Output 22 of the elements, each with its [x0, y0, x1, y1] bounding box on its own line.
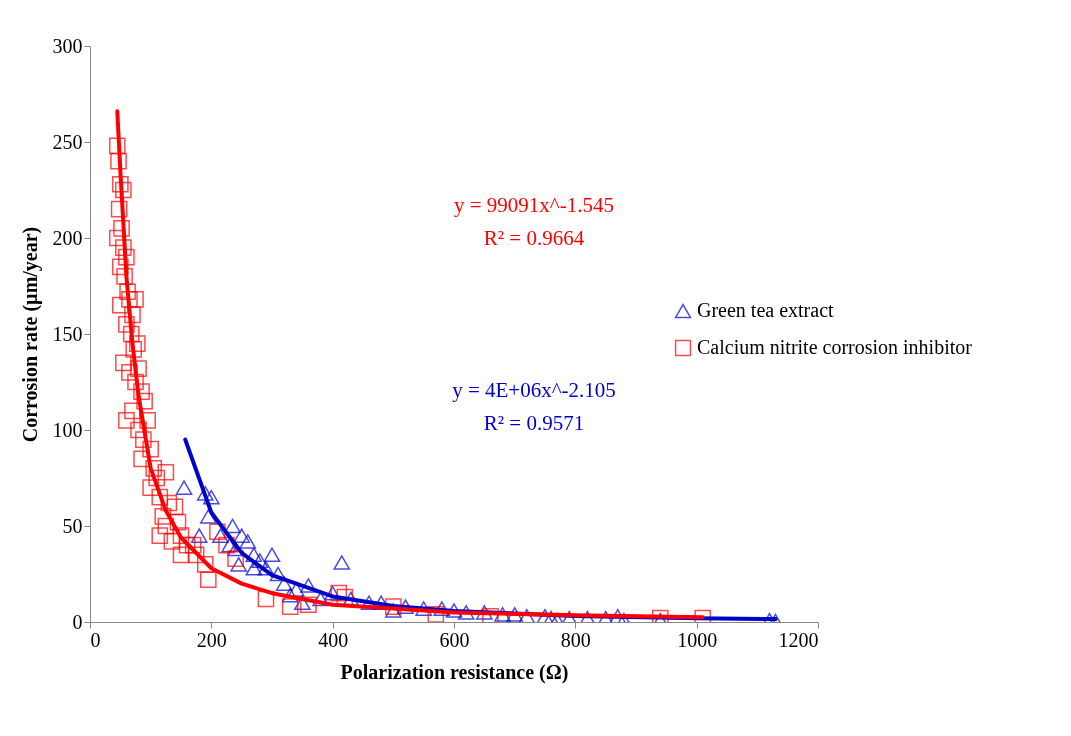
x-tick-label: 400	[318, 628, 349, 651]
x-tick-label: 800	[560, 628, 591, 651]
x-tick-label: 0	[90, 628, 101, 651]
annotation: R² = 0.9664	[483, 226, 585, 250]
x-tick-label: 600	[439, 628, 470, 651]
annotation: R² = 0.9571	[483, 411, 585, 435]
y-tick-label: 250	[52, 130, 83, 153]
y-tick-label: 150	[52, 322, 83, 345]
x-tick-label: 200	[196, 628, 227, 651]
y-tick-label: 100	[52, 418, 83, 441]
x-axis-title: Polarization resistance (Ω)	[340, 660, 569, 684]
y-tick-label: 200	[52, 226, 83, 249]
annotation: y = 99091x^-1.545	[454, 193, 614, 217]
x-tick-label: 1200	[778, 628, 819, 651]
legend-label: Green tea extract	[697, 299, 835, 321]
annotation: y = 4E+06x^-2.105	[452, 378, 616, 402]
x-tick-label: 1000	[677, 628, 718, 651]
y-axis-title: Corrosion rate (µm/year)	[18, 226, 42, 443]
y-tick-label: 0	[72, 610, 83, 633]
legend-label: Calcium nitrite corrosion inhibitor	[697, 336, 973, 358]
y-tick-label: 50	[62, 514, 83, 537]
y-tick-label: 300	[52, 34, 83, 57]
